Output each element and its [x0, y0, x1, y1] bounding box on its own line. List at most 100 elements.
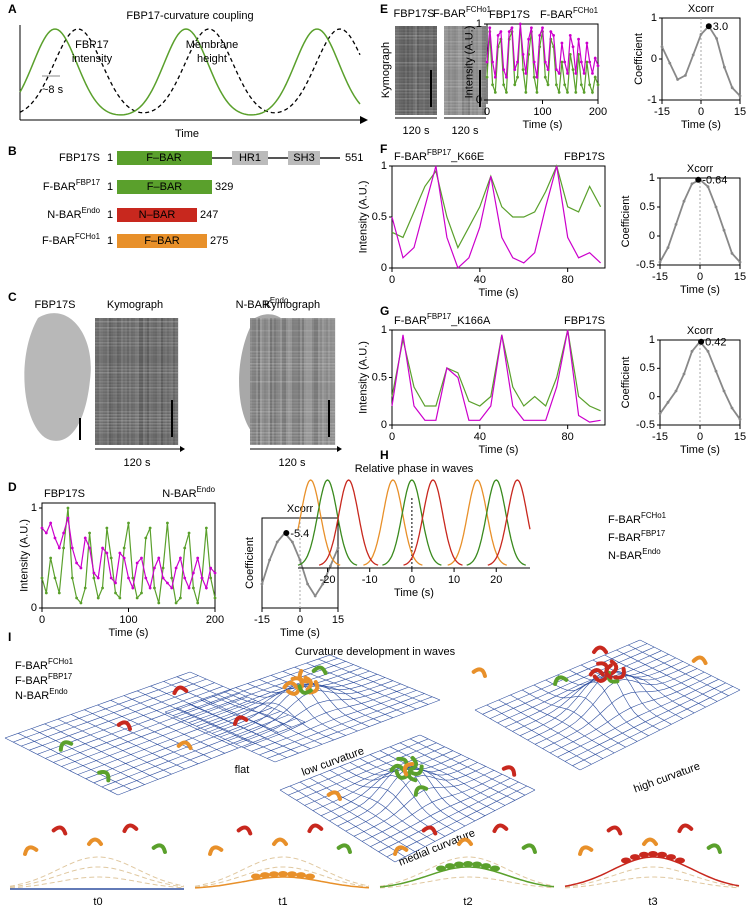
panel-letter: C: [8, 290, 17, 304]
data-point: [260, 582, 264, 586]
kymograph-texture: [95, 366, 178, 368]
data-point: [153, 566, 156, 570]
kymograph-texture: [250, 444, 335, 446]
membrane-ghost: [564, 866, 740, 888]
kymograph-texture: [95, 330, 178, 332]
kymograph-texture: [324, 318, 326, 445]
mesh-line: [521, 689, 626, 748]
legend-entry-part: FBP17: [427, 312, 451, 321]
kymograph-texture: [254, 318, 256, 445]
kymograph-texture: [444, 44, 486, 46]
kymograph-texture: [177, 318, 179, 445]
kymograph-texture: [250, 369, 335, 371]
b-row-name-part: N-BAR: [47, 209, 81, 221]
kymograph-texture: [250, 351, 335, 353]
a-intensity-curve: [19, 28, 361, 116]
kymograph-texture: [318, 318, 320, 445]
series-line: [391, 164, 602, 250]
protein: [604, 663, 613, 680]
protein: [97, 770, 111, 783]
protein: [208, 845, 224, 856]
membrane-ghost: [9, 866, 185, 888]
y-tick-label: 0.5: [372, 371, 387, 383]
c-label: Kymograph: [107, 299, 163, 311]
data-point: [538, 34, 542, 37]
legend-entry: F-BARFBP17_K166A: [394, 312, 491, 327]
data-point: [40, 526, 44, 530]
kymograph-texture: [250, 363, 335, 365]
data-point: [658, 412, 662, 416]
y-tick-label: 0: [649, 230, 655, 242]
kymograph-texture: [97, 318, 99, 445]
protein: [606, 825, 623, 836]
data-point: [666, 246, 670, 250]
data-point: [668, 61, 672, 65]
x-tick-label: -15: [654, 106, 670, 118]
kymograph-texture: [250, 393, 335, 395]
data-point: [493, 75, 497, 79]
panel-letter: H: [380, 448, 389, 462]
data-point: [676, 78, 679, 81]
data-point: [596, 64, 600, 68]
data-point: [75, 561, 78, 565]
data-point: [496, 34, 500, 37]
b-start: 1: [107, 152, 113, 164]
legend-entry: FBP17S: [44, 488, 85, 500]
stage-label: low curvature: [300, 745, 366, 779]
b-domain-label: N–BAR: [139, 209, 176, 221]
kymograph-texture: [292, 318, 294, 445]
e-image-label-part: FBP17S: [394, 8, 435, 20]
x-tick-label: 100: [533, 106, 551, 118]
mesh-line: [259, 693, 425, 756]
kymograph-texture: [262, 318, 264, 445]
y-axis-label: Coefficient: [244, 537, 256, 589]
data-point: [183, 546, 187, 550]
kymograph-texture: [113, 318, 115, 445]
kymograph-texture: [135, 318, 137, 445]
kymograph-texture: [141, 318, 143, 445]
kymograph-texture: [95, 423, 178, 425]
kymograph-texture: [334, 318, 336, 445]
data-point: [140, 556, 143, 560]
legend-entry-part: FBP17: [641, 529, 665, 538]
data-point: [543, 75, 547, 79]
c-label: N-BAREndo: [236, 296, 289, 311]
data-point: [70, 576, 74, 580]
protein: [413, 785, 429, 797]
i-legend-part: FCHo1: [48, 657, 74, 666]
data-point: [513, 83, 517, 87]
panel-letter: D: [8, 480, 17, 494]
mesh-line: [345, 766, 486, 832]
data-point: [135, 596, 139, 600]
mesh-line: [294, 666, 405, 714]
kymograph-texture: [165, 318, 167, 445]
kymograph-texture: [250, 357, 335, 359]
mesh-line: [386, 785, 527, 858]
y-tick-label: 0: [381, 419, 387, 431]
bound-protein: [287, 871, 297, 878]
data-point: [96, 596, 100, 600]
y-tick-label: 1: [381, 160, 387, 172]
c-label-part: FBP17S: [35, 299, 76, 311]
kymograph-texture: [147, 318, 149, 445]
mesh-line: [353, 770, 495, 837]
mesh-line: [110, 700, 226, 754]
b-end: 275: [210, 235, 228, 247]
data-point: [118, 596, 122, 600]
data-point: [738, 94, 742, 98]
data-point: [682, 199, 686, 203]
kymograph-texture: [444, 59, 486, 61]
kymograph-texture: [250, 381, 335, 383]
data-point: [505, 91, 508, 94]
data-point: [560, 41, 564, 45]
membrane-ghost: [379, 856, 555, 887]
data-point: [552, 34, 555, 37]
bound-protein: [472, 861, 482, 868]
data-point: [499, 30, 503, 33]
kymograph-texture: [95, 342, 178, 344]
kymograph-texture: [95, 441, 178, 443]
time-label: 120 s: [124, 457, 151, 469]
membrane-ghost: [379, 876, 555, 889]
data-point: [88, 531, 91, 535]
x-tick-label: 0: [484, 106, 490, 118]
